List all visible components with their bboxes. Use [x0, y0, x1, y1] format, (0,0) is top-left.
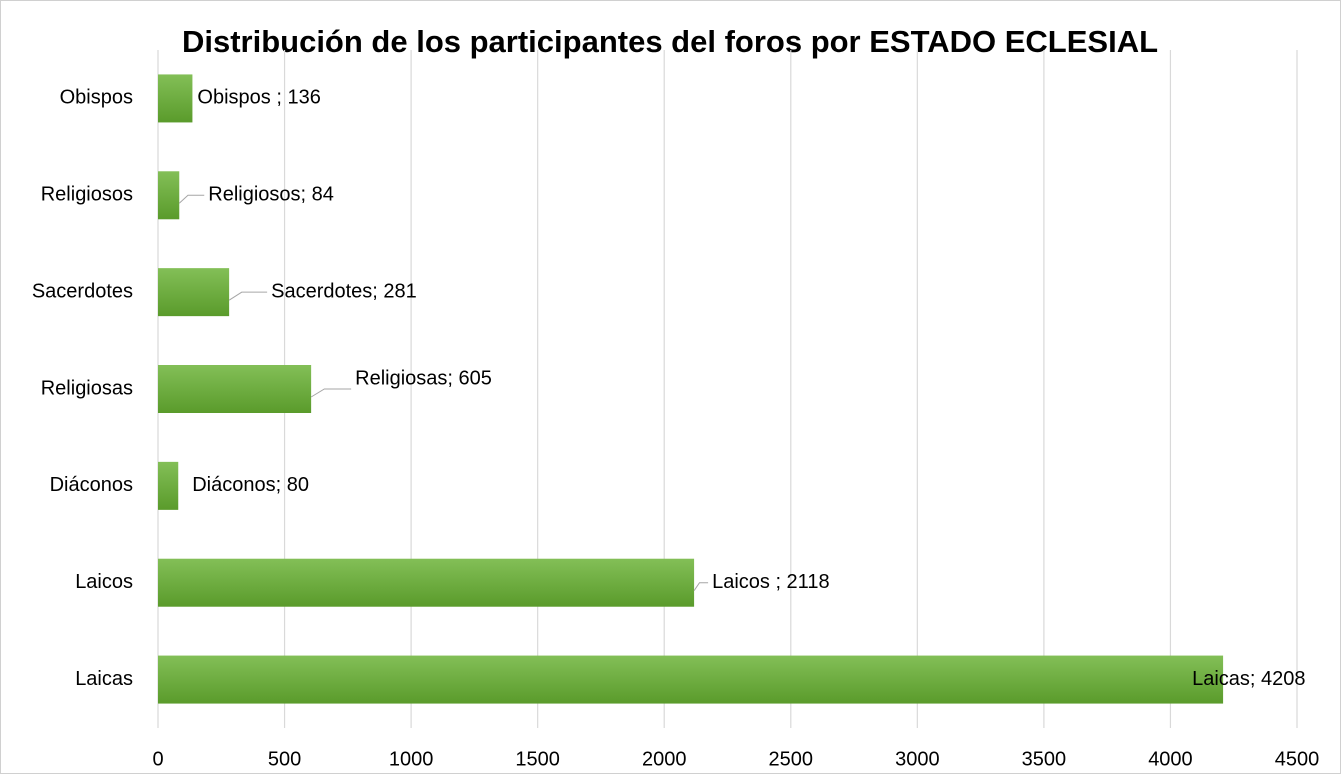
y-tick-label: Sacerdotes: [32, 280, 133, 302]
data-label: Laicas; 4208: [1192, 668, 1305, 690]
leader-line: [693, 582, 709, 591]
chart-title: Distribución de los participantes del fo…: [182, 24, 1158, 59]
bar: [158, 558, 695, 607]
data-label: Obispos ; 136: [197, 87, 320, 109]
data-label: Religiosas; 605: [355, 367, 492, 389]
data-label: Religiosos; 84: [208, 184, 334, 206]
x-tick-label: 500: [268, 748, 301, 770]
data-label: Diáconos; 80: [192, 474, 309, 496]
x-tick-label: 3500: [1022, 748, 1067, 770]
y-tick-label: Laicos: [75, 571, 133, 593]
x-tick-label: 1500: [515, 748, 560, 770]
x-tick-label: 1000: [389, 748, 434, 770]
x-tick-label: 4500: [1275, 748, 1320, 770]
y-tick-label: Obispos: [60, 87, 133, 109]
x-tick-label: 2500: [769, 748, 814, 770]
y-tick-label: Religiosos: [41, 184, 133, 206]
x-tick-label: 0: [152, 748, 163, 770]
bar: [158, 461, 179, 510]
bar: [158, 268, 230, 317]
bar: [158, 171, 180, 220]
y-tick-label: Laicas: [75, 668, 133, 690]
x-tick-label: 2000: [642, 748, 687, 770]
data-label: Sacerdotes; 281: [271, 280, 417, 302]
leader-line: [228, 291, 268, 301]
x-tick-label: 3000: [895, 748, 940, 770]
data-label: Laicos ; 2118: [712, 571, 830, 593]
bar: [158, 365, 312, 413]
x-tick-label: 4000: [1148, 748, 1193, 770]
bar: [158, 655, 1224, 704]
bar: [158, 74, 193, 123]
leader-line: [310, 388, 352, 398]
y-tick-label: Diáconos: [50, 474, 133, 496]
y-tick-label: Religiosas: [41, 377, 133, 399]
leader-line: [178, 194, 205, 204]
